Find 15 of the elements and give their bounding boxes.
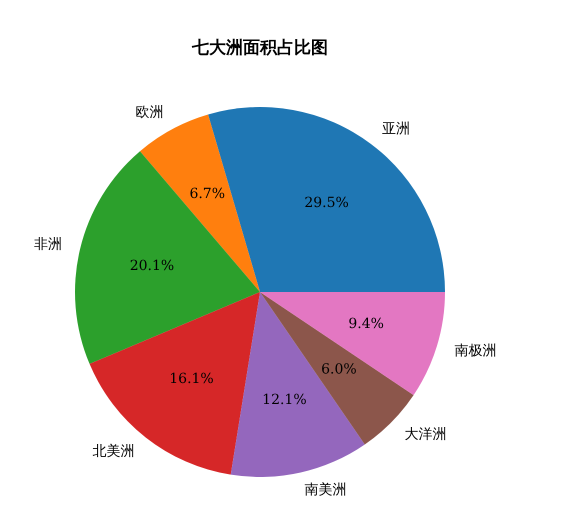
data-label: 16.1%: [169, 370, 214, 387]
data-label: 20.1%: [130, 258, 174, 274]
slice-label: 南美洲: [304, 482, 347, 498]
data-label: 9.4%: [348, 316, 384, 332]
chart-title: 七大洲面积占比图: [191, 38, 328, 58]
slice-label: 北美洲: [92, 444, 134, 460]
slice-label: 南极洲: [454, 342, 497, 359]
slice-label: 欧洲: [135, 104, 164, 121]
data-label: 6.7%: [189, 186, 226, 202]
data-label: 6.0%: [321, 362, 357, 378]
slice-label: 非洲: [34, 236, 62, 253]
data-label: 12.1%: [262, 392, 307, 408]
slice-label: 亚洲: [382, 120, 410, 137]
slice-label: 大洋洲: [404, 426, 447, 443]
data-label: 29.5%: [304, 194, 349, 211]
